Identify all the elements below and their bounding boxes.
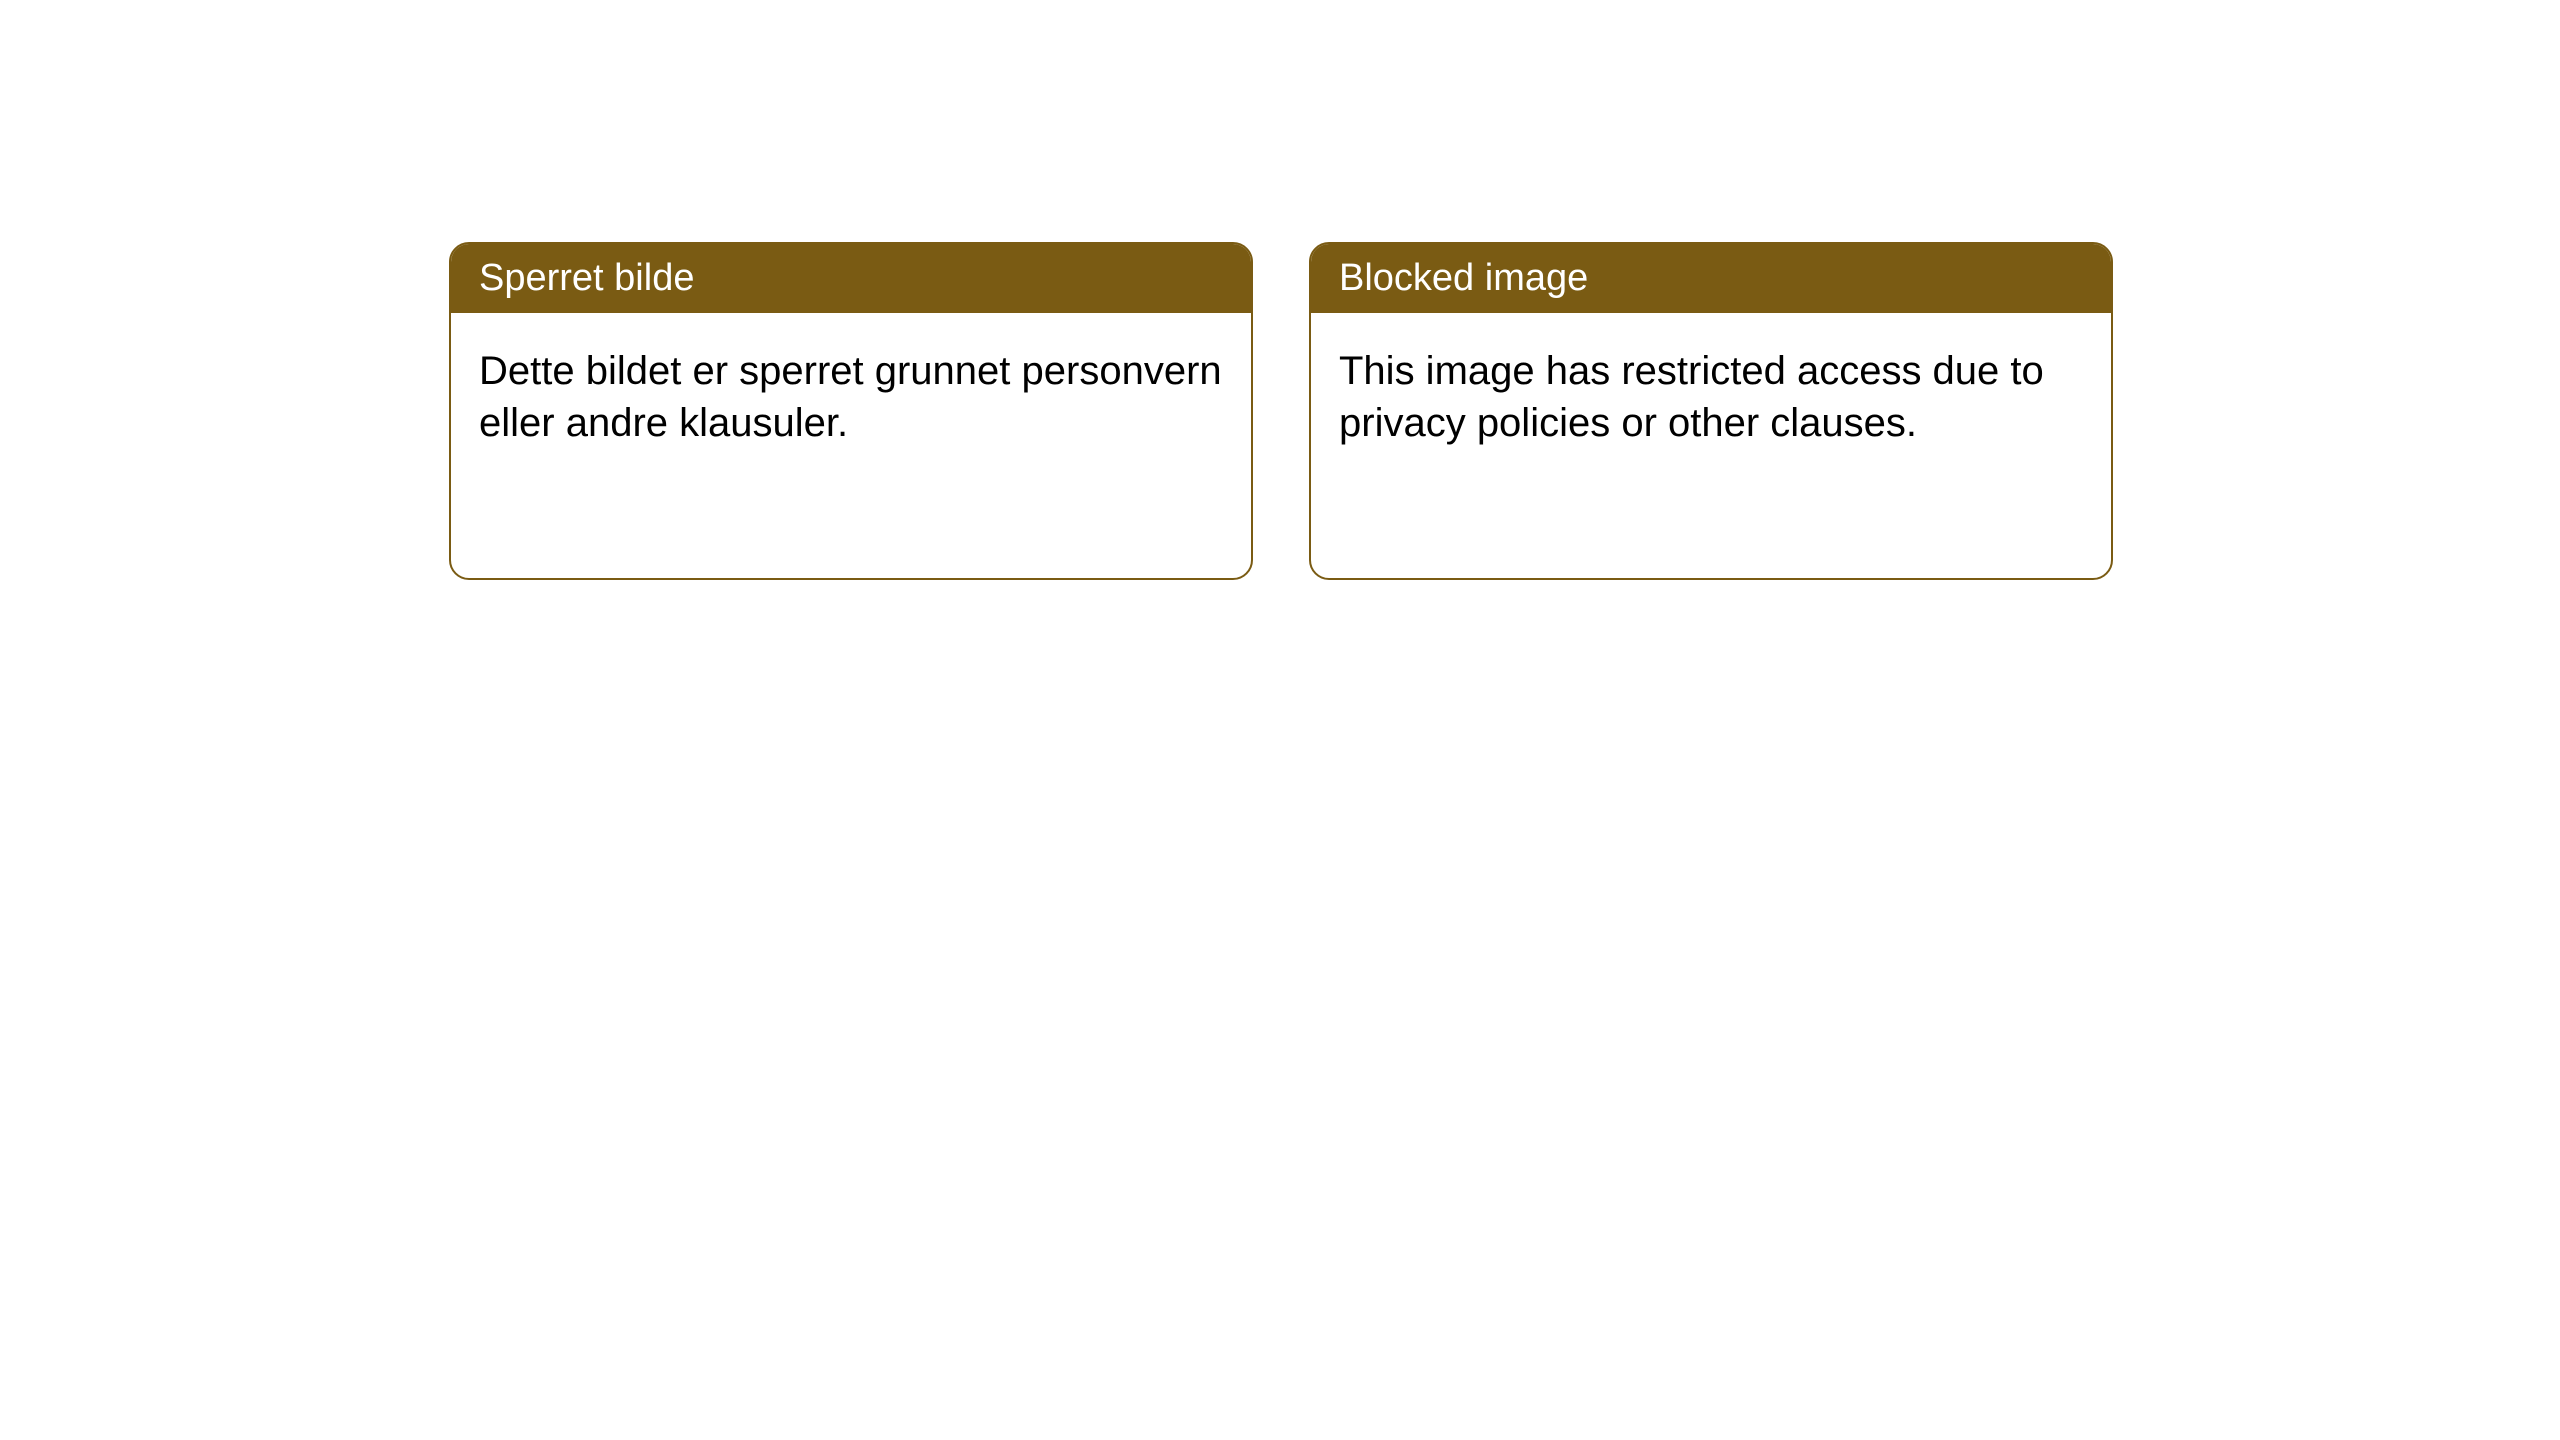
blocked-image-card-no: Sperret bilde Dette bildet er sperret gr… xyxy=(449,242,1253,580)
card-header: Sperret bilde xyxy=(451,244,1251,313)
card-body: Dette bildet er sperret grunnet personve… xyxy=(451,313,1251,481)
card-title: Sperret bilde xyxy=(479,257,694,299)
card-body: This image has restricted access due to … xyxy=(1311,313,2111,481)
card-body-text: This image has restricted access due to … xyxy=(1339,349,2044,445)
notice-container: Sperret bilde Dette bildet er sperret gr… xyxy=(449,242,2113,580)
card-body-text: Dette bildet er sperret grunnet personve… xyxy=(479,349,1222,445)
blocked-image-card-en: Blocked image This image has restricted … xyxy=(1309,242,2113,580)
card-header: Blocked image xyxy=(1311,244,2111,313)
card-title: Blocked image xyxy=(1339,257,1588,299)
